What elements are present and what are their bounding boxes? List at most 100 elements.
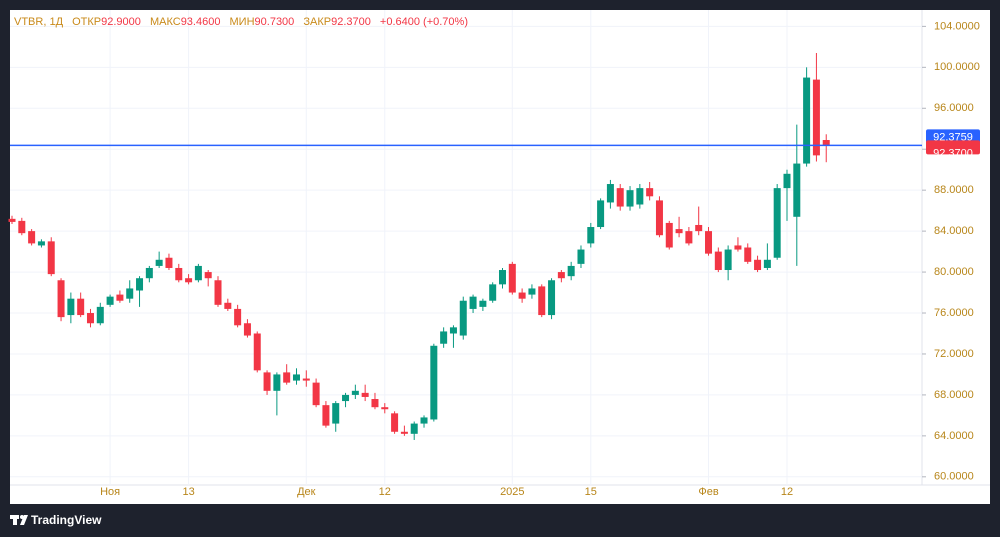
high-label: МАКС: [150, 16, 181, 28]
candle: [440, 327, 448, 348]
candle: [342, 392, 350, 408]
candle: [361, 384, 369, 402]
candle: [351, 384, 359, 400]
candle-body: [145, 267, 153, 279]
candle-body: [391, 413, 399, 432]
candle-body: [567, 265, 575, 277]
candle-body: [763, 259, 771, 268]
candle: [175, 263, 183, 283]
candle-body: [116, 294, 124, 301]
change: +0.6400 (+0.70%): [380, 16, 468, 28]
y-tick-label: 64.0000: [934, 430, 974, 442]
open: 92.9000: [101, 16, 141, 28]
candle: [763, 243, 771, 271]
candle: [381, 403, 389, 414]
candle: [606, 179, 614, 209]
candle-body: [165, 257, 173, 268]
candle-body: [185, 278, 193, 283]
candle-body: [302, 378, 310, 381]
candle: [803, 67, 811, 167]
candle-body: [28, 231, 36, 244]
y-tick-label: 72.0000: [934, 348, 974, 360]
y-tick-label: 76.0000: [934, 307, 974, 319]
candle: [312, 378, 320, 408]
candle: [508, 261, 516, 295]
candle: [37, 239, 45, 248]
y-tick-label: 80.0000: [934, 266, 974, 278]
y-tick-label: 68.0000: [934, 389, 974, 401]
candle: [18, 217, 26, 236]
candle-body: [8, 218, 16, 222]
candle-body: [822, 140, 830, 146]
close: 92.3700: [331, 16, 371, 28]
candle-body: [508, 263, 516, 293]
candle: [577, 245, 585, 268]
candle: [214, 276, 222, 307]
candle-body: [18, 220, 26, 234]
candle: [783, 169, 791, 221]
candle: [322, 401, 330, 428]
candle: [665, 220, 673, 250]
candle-body: [37, 241, 45, 246]
candle: [685, 227, 693, 246]
last-price-tag: [926, 140, 980, 155]
candle-body: [606, 184, 614, 203]
candle: [822, 134, 830, 163]
candle: [96, 302, 104, 326]
price-tag-label: 92.3759: [933, 131, 973, 143]
candle: [744, 243, 752, 264]
candle: [155, 251, 163, 268]
candle-body: [783, 173, 791, 189]
candle-body: [714, 251, 722, 271]
candle: [283, 364, 291, 385]
candle-body: [234, 308, 242, 326]
logo-icon: [20, 515, 28, 525]
candle-body: [371, 399, 379, 408]
candle-body: [86, 313, 94, 324]
candle-body: [626, 190, 634, 207]
candle: [626, 186, 634, 211]
candle: [616, 184, 624, 211]
candle-body: [675, 229, 683, 234]
candle: [263, 370, 271, 395]
candle-body: [440, 331, 448, 344]
candle: [371, 392, 379, 410]
candle-body: [655, 200, 663, 236]
candle-body: [136, 278, 144, 291]
candle: [77, 292, 85, 318]
candle: [430, 343, 438, 422]
logo: TradingView: [10, 513, 102, 527]
candle: [773, 184, 781, 260]
x-tick-label: 13: [182, 486, 194, 498]
candle-body: [812, 79, 820, 156]
x-tick-label: Дек: [297, 486, 316, 498]
candle: [646, 181, 654, 201]
candle: [57, 278, 65, 322]
candle-body: [724, 249, 732, 271]
candle: [675, 216, 683, 238]
candle-body: [518, 292, 526, 299]
candle: [479, 298, 487, 311]
candle-body: [175, 267, 183, 281]
candle-body: [67, 298, 75, 316]
candle: [734, 237, 742, 252]
candle-body: [489, 284, 497, 301]
candle-body: [734, 245, 742, 250]
candle: [194, 263, 202, 283]
candle: [724, 245, 732, 281]
candle: [145, 265, 153, 283]
candle-body: [351, 390, 359, 395]
candle: [47, 237, 55, 277]
candle-body: [479, 300, 487, 307]
footer-brand: TradingView: [31, 513, 102, 527]
candle: [469, 294, 477, 314]
candle: [116, 290, 124, 303]
candle: [204, 270, 212, 287]
candle-body: [773, 188, 781, 258]
candle-body: [636, 188, 644, 205]
candle: [67, 292, 75, 324]
candle-body: [381, 407, 389, 410]
y-tick-label: 60.0000: [934, 471, 974, 483]
